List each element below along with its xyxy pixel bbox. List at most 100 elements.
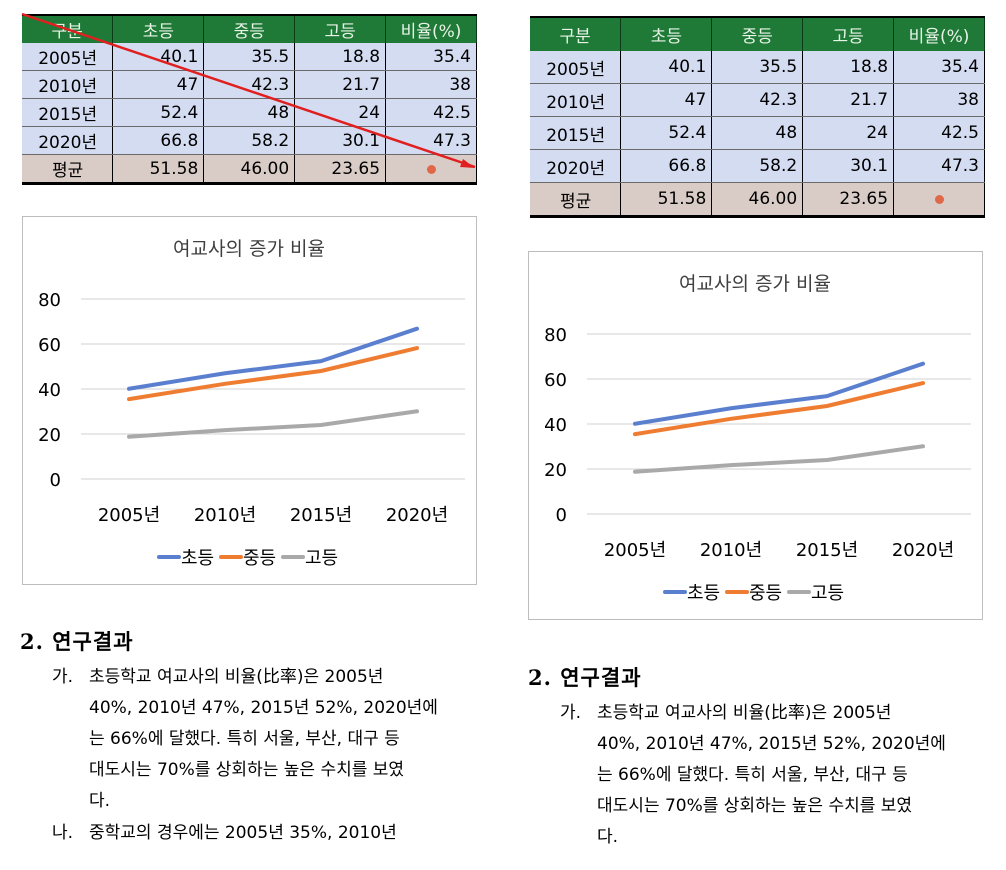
table-cell: 48 (203, 98, 296, 127)
table-row: 2010년 47 42.3 21.7 38 (22, 70, 477, 99)
table-header-row: 구분 초등 중등 고등 비율(%) (530, 16, 985, 51)
table-cell: 38 (385, 70, 477, 99)
chart-title: 여교사의 증가 비율 (173, 238, 325, 260)
legend-label: 중등 (243, 548, 276, 569)
y-tick-label: 20 (38, 425, 61, 446)
paragraph-ga: 가. 초등학교 여교사의 비율(比率)은 2005년 40%, 2010년 47… (560, 698, 986, 853)
table-cell: 40.1 (112, 43, 205, 71)
list-marker: 가. (560, 703, 582, 723)
table-row: 2010년 47 42.3 21.7 38 (530, 83, 985, 117)
text-line: 대도시는 70%를 상회하는 높은 수치를 보였 (597, 796, 913, 816)
text-line: 는 66%에 달했다. 특히 서울, 부산, 대구 등 (597, 765, 908, 785)
paragraph-body: 초등학교 여교사의 비율(比率)은 2005년 40%, 2010년 47%, … (89, 662, 478, 817)
paragraph-na: 나. 중학교의 경우에는 2005년 35%, 2010년 (52, 818, 478, 849)
x-tick-label: 2005년 (604, 540, 666, 561)
table-cell: 21.7 (802, 83, 895, 117)
series-line-중등 (633, 381, 925, 437)
table-cell: 35.5 (203, 43, 296, 71)
table-cell: 35.4 (385, 43, 477, 71)
y-tick-label: 40 (38, 380, 61, 401)
table-cell: 2015년 (530, 116, 622, 150)
text-line: 다. (89, 791, 111, 811)
chart-svg: 여교사의 증가 비율 0 20 40 60 80 2005년 2010년 2015년 2020년초… (544, 273, 971, 604)
table-cell: 42.5 (385, 98, 477, 127)
table-cell: 18.8 (802, 51, 895, 84)
chart-title: 여교사의 증가 비율 (679, 273, 831, 295)
table-cell: 48 (711, 116, 804, 150)
table-cell (893, 182, 985, 218)
x-tick-label: 2015년 (290, 505, 352, 526)
table-row: 2005년 40.1 35.5 18.8 35.4 (22, 43, 477, 71)
table-cell: 51.58 (112, 154, 205, 185)
table-row: 2020년 66.8 58.2 30.1 47.3 (530, 149, 985, 183)
table-cell: 2010년 (530, 83, 622, 117)
table-header: 초등 (112, 14, 205, 43)
table-cell: 58.2 (203, 126, 296, 155)
text-line: 다. (597, 827, 619, 847)
x-tick-label: 2015년 (796, 540, 858, 561)
table-cell: 23.65 (802, 182, 895, 218)
text-line: 는 66%에 달했다. 특히 서울, 부산, 대구 등 (89, 729, 400, 749)
table-header: 비율(%) (893, 16, 985, 51)
left-panel: 구분 초등 중등 고등 비율(%) 2005년 40.1 35.5 18.8 3… (20, 12, 477, 843)
table-cell: 평균 (22, 154, 114, 185)
marker-dot (935, 195, 945, 204)
table-cell: 46.00 (203, 154, 296, 185)
table-cell: 38 (893, 83, 985, 117)
table-cell (385, 154, 477, 185)
table-row: 2015년 52.4 48 24 42.5 (530, 116, 985, 150)
table-row: 2005년 40.1 35.5 18.8 35.4 (530, 51, 985, 84)
series-line-초등 (633, 361, 925, 426)
marker-dot (427, 164, 437, 174)
table-cell: 평균 (530, 182, 622, 218)
table-cell: 42.3 (711, 83, 804, 117)
data-table-right: 구분 초등 중등 고등 비율(%) 2005년 40.1 35.5 18.8 3… (530, 16, 985, 218)
legend-label: 중등 (749, 583, 782, 604)
y-tick-label: 80 (38, 290, 61, 311)
list-marker: 가. (52, 667, 74, 687)
table-header: 고등 (294, 14, 387, 43)
table-header: 비율(%) (385, 14, 477, 43)
table-header: 고등 (802, 16, 895, 51)
legend-label: 고등 (305, 548, 338, 569)
text-line: 초등학교 여교사의 비율(比率)은 2005년 (89, 667, 384, 687)
table-cell: 52.4 (620, 116, 713, 150)
table-cell: 2005년 (22, 43, 114, 71)
table-cell: 47 (112, 70, 205, 99)
table-cell: 2005년 (530, 51, 622, 84)
table-cell: 52.4 (112, 98, 205, 127)
table-header: 중등 (711, 16, 804, 51)
table-cell: 66.8 (112, 126, 205, 155)
table-cell: 47.3 (893, 149, 985, 183)
table-cell: 35.5 (711, 51, 804, 84)
series-line-고등 (127, 409, 419, 439)
table-cell: 24 (802, 116, 895, 150)
y-tick-label: 60 (544, 370, 567, 391)
table-cell: 2015년 (22, 98, 114, 127)
section-title: 2. 연구결과 (20, 629, 134, 654)
y-tick-label: 40 (544, 415, 567, 436)
y-tick-label: 0 (556, 505, 567, 526)
table-cell: 2020년 (530, 149, 622, 183)
table-cell: 2020년 (22, 126, 114, 155)
list-marker: 나. (52, 823, 74, 843)
x-tick-label: 2020년 (386, 505, 448, 526)
paragraph-body: 중학교의 경우에는 2005년 35%, 2010년 (89, 818, 478, 849)
table-cell: 2010년 (22, 70, 114, 99)
table-header: 구분 (530, 16, 622, 51)
paragraph-ga: 가. 초등학교 여교사의 비율(比率)은 2005년 40%, 2010년 47… (52, 662, 478, 817)
section-title: 2. 연구결과 (528, 665, 642, 690)
x-tick-label: 2005년 (98, 505, 160, 526)
text-line: 대도시는 70%를 상회하는 높은 수치를 보였 (89, 760, 405, 780)
y-tick-label: 0 (50, 470, 61, 491)
red-annotation-line (21, 12, 476, 169)
table-cell: 58.2 (711, 149, 804, 183)
series-line-중등 (127, 346, 419, 402)
paragraph-body: 초등학교 여교사의 비율(比率)은 2005년 40%, 2010년 47%, … (597, 698, 986, 853)
y-tick-label: 80 (544, 325, 567, 346)
table-cell: 18.8 (294, 43, 387, 71)
y-tick-label: 20 (544, 460, 567, 481)
text-line: 40%, 2010년 47%, 2015년 52%, 2020년에 (597, 734, 946, 754)
line-chart-left: 여교사의 증가 비율 0 20 40 60 80 2005년 2010년 2015년 2020년 초… (22, 216, 477, 585)
series-line-초등 (127, 326, 419, 391)
